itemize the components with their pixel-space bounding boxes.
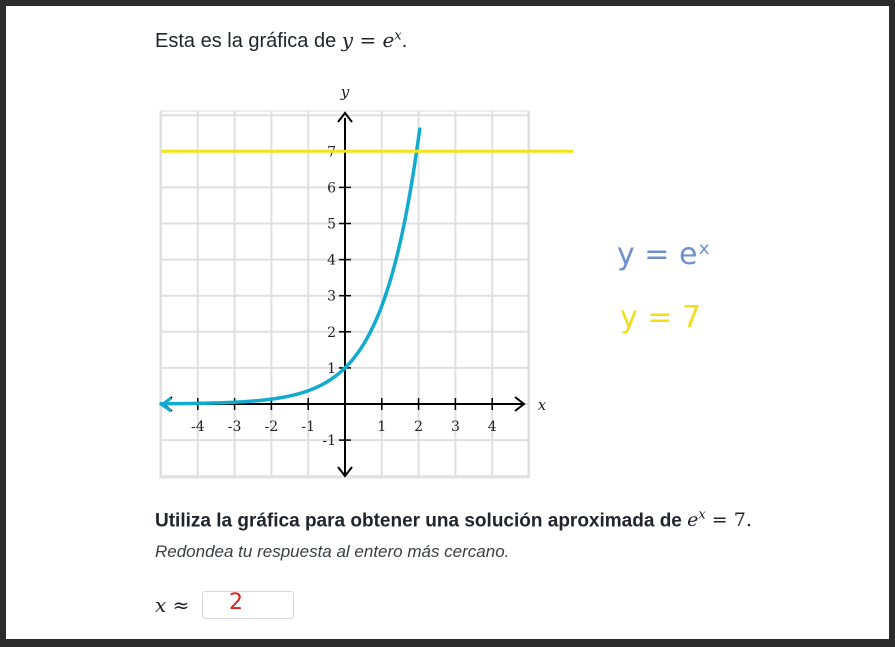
x-tick-label: -2 — [265, 419, 279, 435]
question-math: ex = 7. — [687, 508, 752, 532]
x-tick-label: 3 — [451, 419, 460, 435]
answer-input[interactable]: 2 — [202, 590, 294, 619]
question-exponent: x — [698, 508, 706, 523]
y-tick-label: 6 — [327, 180, 336, 196]
x-tick-label: 2 — [414, 419, 423, 435]
series-exp-line — [159, 127, 422, 406]
y-tick-label: 1 — [327, 361, 336, 377]
question-text: Utiliza la gráfica para obtener una solu… — [155, 508, 752, 532]
hint-text: Redondea tu respuesta al entero más cerc… — [155, 542, 510, 561]
y-axis-label: y — [340, 83, 350, 101]
y-tick-label: 5 — [327, 217, 336, 233]
intro-text: Esta es la gráfica de y = ex. — [155, 28, 407, 53]
x-axis-label: x — [538, 396, 547, 414]
x-tick-label: -3 — [228, 419, 242, 435]
intro-prefix: Esta es la gráfica de — [155, 30, 342, 52]
y-axis-arrow-down — [337, 466, 353, 478]
question-tail: = 7. — [705, 509, 752, 532]
series-exp-arrow — [159, 396, 172, 413]
intro-math: y = ex — [342, 28, 402, 52]
answer-value: 2 — [229, 590, 243, 615]
intro-equation: y = e — [341, 28, 395, 52]
y-tick-label: 3 — [327, 289, 336, 305]
y-tick-label: 4 — [327, 253, 336, 269]
y-tick-label: 2 — [327, 325, 336, 341]
x-tick-label: -1 — [301, 419, 315, 435]
x-tick-label: -4 — [191, 419, 205, 435]
annotation-yellow: y = 7 — [620, 300, 702, 335]
question-prefix: Utiliza la gráfica para obtener una solu… — [155, 510, 688, 532]
annotation-blue: y = eˣ — [617, 237, 711, 272]
question-base: e — [687, 509, 699, 532]
intro-exponent: x — [394, 28, 402, 44]
x-tick-label: 1 — [377, 419, 386, 435]
y-tick-label: -1 — [322, 433, 336, 449]
answer-label: x ≈ — [155, 593, 190, 617]
x-tick-label: 4 — [488, 419, 497, 435]
x-axis-arrow-right — [514, 396, 526, 412]
y-axis-arrow-up — [337, 111, 353, 123]
intro-suffix: . — [401, 30, 408, 52]
